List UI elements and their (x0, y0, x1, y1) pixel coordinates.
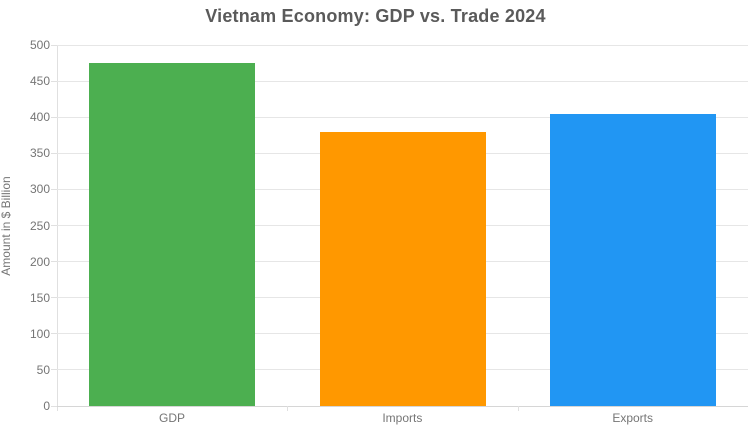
bar-exports (549, 113, 716, 406)
gridline-500 (57, 44, 748, 46)
y-tick-label-250: 250 (29, 218, 50, 233)
bar-gdp (89, 63, 256, 406)
x-boundary-tick-1 (287, 406, 289, 411)
y-tick-label-0: 0 (43, 399, 50, 413)
x-label-exports: Exports (612, 411, 653, 425)
y-tick-mark-400 (51, 116, 57, 118)
x-boundary-tick-2 (517, 406, 519, 411)
x-label-imports: Imports (382, 411, 423, 425)
y-tick-label-350: 350 (29, 146, 50, 161)
y-tick-mark-200 (51, 261, 57, 263)
y-tick-label-150: 150 (29, 290, 50, 305)
y-tick-label-450: 450 (29, 74, 50, 89)
gridline-0 (57, 405, 748, 407)
bar-imports (319, 131, 486, 406)
plot-area (57, 44, 748, 407)
y-tick-mark-150 (51, 297, 57, 299)
y-tick-mark-300 (51, 188, 57, 190)
y-tick-label-500: 500 (29, 38, 50, 52)
y-tick-label-100: 100 (29, 326, 50, 341)
y-tick-mark-450 (51, 80, 57, 82)
y-tick-mark-100 (51, 333, 57, 335)
chart-title: Vietnam Economy: GDP vs. Trade 2024 (205, 6, 546, 26)
y-tick-label-300: 300 (29, 182, 50, 197)
gridline-450 (57, 80, 748, 82)
y-tick-label-200: 200 (29, 254, 50, 269)
y-tick-mark-250 (51, 225, 57, 226)
y-tick-mark-350 (51, 152, 57, 154)
y-axis-line (57, 45, 58, 411)
y-tick-mark-0 (51, 405, 57, 407)
y-tick-mark-500 (51, 44, 57, 46)
x-label-gdp: GDP (158, 411, 185, 425)
gridline-400 (57, 116, 748, 118)
y-tick-label-50: 50 (36, 362, 50, 377)
y-tick-mark-50 (51, 369, 57, 371)
y-tick-label-400: 400 (29, 110, 50, 125)
